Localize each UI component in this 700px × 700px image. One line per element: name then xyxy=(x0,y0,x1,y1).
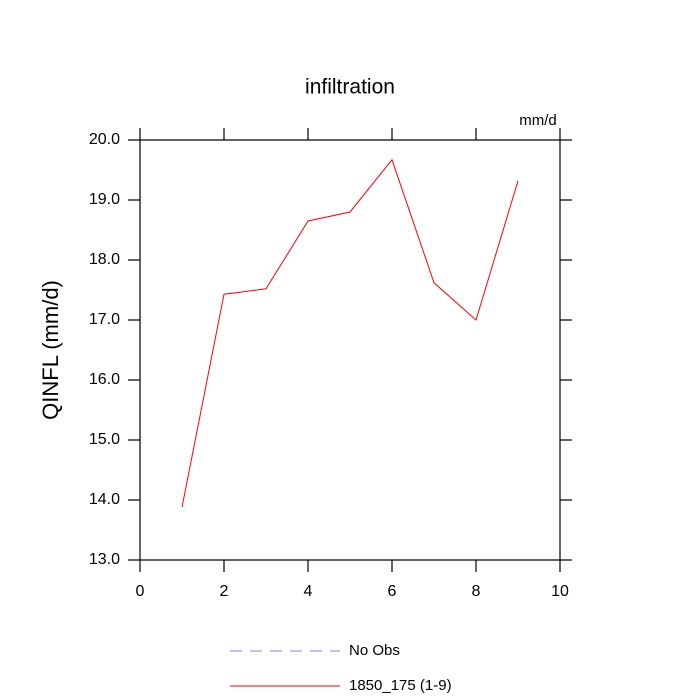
y-tick-label: 15.0 xyxy=(89,431,120,448)
x-tick-label: 10 xyxy=(551,583,569,600)
x-tick-label: 8 xyxy=(472,583,481,600)
y-tick-label: 18.0 xyxy=(89,251,120,268)
plot-frame xyxy=(139,139,561,561)
legend-label: 1850_175 (1-9) xyxy=(349,677,452,694)
y-tick-label: 14.0 xyxy=(89,491,120,508)
x-tick-label: 4 xyxy=(304,583,313,600)
legend-label: No Obs xyxy=(349,642,400,659)
x-tick-label: 6 xyxy=(388,583,397,600)
y-axis-label: QINFL (mm/d) xyxy=(38,280,63,420)
x-tick-label: 2 xyxy=(220,583,229,600)
y-tick-label: 17.0 xyxy=(89,311,120,328)
y-tick-label: 13.0 xyxy=(89,551,120,568)
y-tick-label: 19.0 xyxy=(89,191,120,208)
y-tick-label: 16.0 xyxy=(89,371,120,388)
chart-title: infiltration xyxy=(305,76,395,99)
y-tick-label: 20.0 xyxy=(89,131,120,148)
x-tick-label: 0 xyxy=(136,583,145,600)
data-line xyxy=(181,158,519,508)
units-label: mm/d xyxy=(519,112,557,129)
